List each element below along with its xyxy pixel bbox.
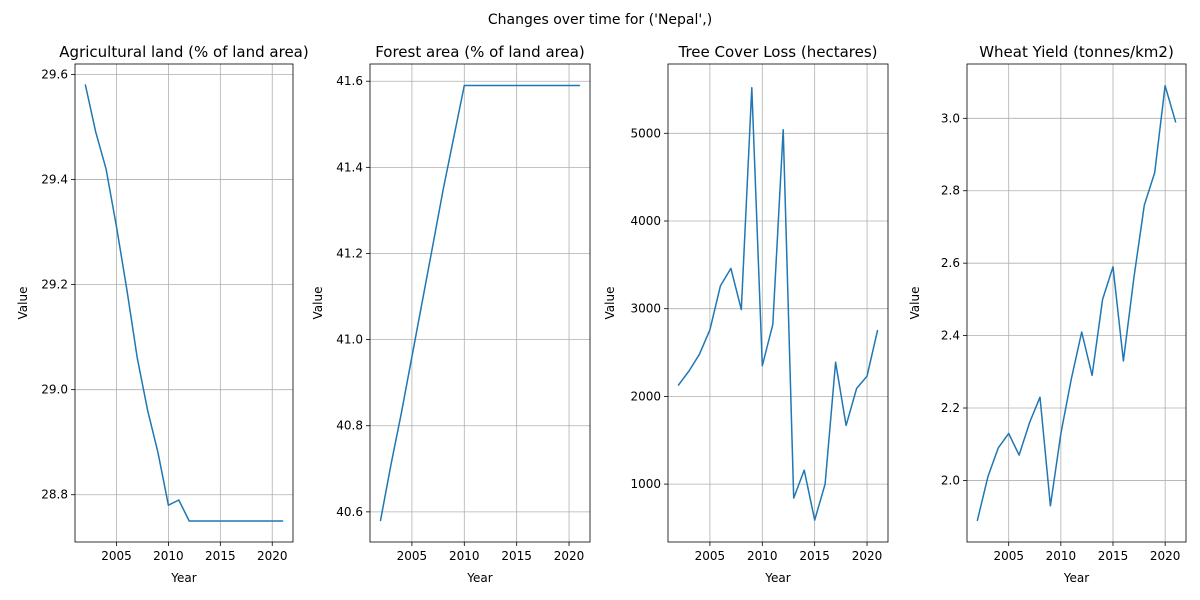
chart-panel-4: 2005 2010 2015 2020 2.0 2.2 2.4 2.6 2.8 3.0 Wheat … — [908, 43, 1187, 585]
y-tick-label: 29.2 — [41, 278, 68, 292]
series-line — [84, 84, 284, 522]
y-axis-label: Value — [16, 287, 30, 320]
axes-frame — [369, 63, 591, 543]
x-tick-label: 2010 — [747, 549, 778, 563]
y-tick-label: 41.2 — [336, 246, 363, 260]
chart-title: Wheat Yield (tonnes/km2) — [979, 43, 1174, 61]
y-tick-label: 40.6 — [336, 505, 363, 519]
y-tick-label: 2.2 — [941, 401, 960, 415]
y-tick-label: 41.0 — [336, 333, 363, 347]
y-axis-label: Value — [603, 287, 617, 320]
panels: 2005 2010 2015 2020 28.8 29.0 29.2 29.4 29.6 Agri… — [16, 43, 1187, 585]
y-tick-label: 3000 — [630, 302, 661, 316]
chart-panel-1: 2005 2010 2015 2020 28.8 29.0 29.2 29.4 29.6 Agri… — [16, 43, 309, 585]
x-axis-label: Year — [466, 571, 492, 585]
y-tick-label: 40.8 — [336, 419, 363, 433]
y-axis-label: Value — [908, 287, 922, 320]
x-axis-label: Year — [764, 571, 790, 585]
y-tick-label: 29.6 — [41, 68, 68, 82]
x-tick-label: 2015 — [205, 549, 236, 563]
y-tick-label: 29.4 — [41, 173, 68, 187]
y-tick-label: 2000 — [630, 389, 661, 403]
series-line — [379, 84, 581, 522]
x-tick-label: 2010 — [449, 549, 480, 563]
y-tick-label: 4000 — [630, 214, 661, 228]
x-tick-label: 2020 — [1150, 549, 1181, 563]
x-tick-label: 2005 — [993, 549, 1024, 563]
series-line — [677, 86, 879, 521]
x-tick-label: 2015 — [501, 549, 532, 563]
x-tick-label: 2020 — [257, 549, 288, 563]
axes-frame — [667, 63, 889, 543]
y-tick-label: 2.8 — [941, 184, 960, 198]
y-tick-label: 2.4 — [941, 329, 960, 343]
y-tick-label: 29.0 — [41, 383, 68, 397]
x-tick-label: 2020 — [554, 549, 585, 563]
figure-suptitle: Changes over time for ('Nepal',) — [488, 12, 712, 28]
y-tick-label: 2.0 — [941, 473, 960, 487]
y-tick-label: 1000 — [630, 477, 661, 491]
x-tick-label: 2005 — [695, 549, 726, 563]
x-tick-label: 2020 — [852, 549, 883, 563]
x-tick-label: 2015 — [1098, 549, 1129, 563]
y-tick-label: 5000 — [630, 126, 661, 140]
y-tick-label: 3.0 — [941, 111, 960, 125]
chart-title: Agricultural land (% of land area) — [59, 43, 308, 61]
x-tick-label: 2005 — [397, 549, 428, 563]
x-axis-label: Year — [170, 571, 196, 585]
x-tick-label: 2005 — [101, 549, 132, 563]
y-axis-label: Value — [311, 287, 325, 320]
x-tick-label: 2010 — [153, 549, 184, 563]
x-axis-label: Year — [1063, 571, 1089, 585]
chart-panel-2: 2005 2010 2015 2020 40.6 40.8 41.0 41.2 41.4 41.6… — [311, 43, 591, 585]
axes-frame — [74, 63, 294, 543]
x-tick-label: 2015 — [799, 549, 830, 563]
y-tick-label: 41.4 — [336, 160, 363, 174]
y-tick-label: 41.6 — [336, 74, 363, 88]
y-tick-label: 2.6 — [941, 256, 960, 270]
chart-title: Tree Cover Loss (hectares) — [677, 43, 877, 61]
series-line — [976, 84, 1177, 522]
x-tick-label: 2010 — [1046, 549, 1077, 563]
chart-title: Forest area (% of land area) — [375, 43, 585, 61]
y-tick-label: 28.8 — [41, 488, 68, 502]
chart-panel-3: 2005 2010 2015 2020 1000 2000 3000 4000 5000 Tree… — [603, 43, 889, 585]
axes-frame — [966, 63, 1187, 543]
